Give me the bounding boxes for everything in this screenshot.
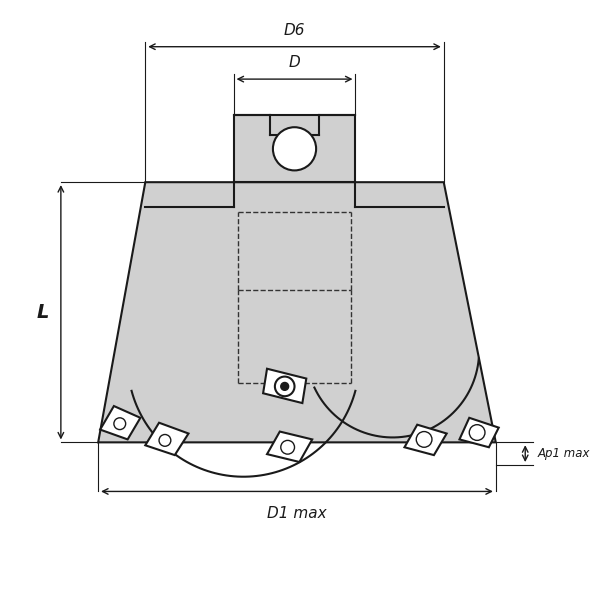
Circle shape xyxy=(281,440,295,454)
Polygon shape xyxy=(145,423,188,455)
Text: D: D xyxy=(289,55,301,70)
Polygon shape xyxy=(233,115,355,182)
Text: D6: D6 xyxy=(284,23,305,38)
Text: Ap1 max: Ap1 max xyxy=(538,447,590,460)
Polygon shape xyxy=(263,369,307,403)
Polygon shape xyxy=(267,431,312,462)
Circle shape xyxy=(159,434,171,446)
Polygon shape xyxy=(98,182,496,442)
Polygon shape xyxy=(460,418,499,447)
Text: L: L xyxy=(37,303,49,322)
Circle shape xyxy=(281,382,289,391)
Circle shape xyxy=(416,431,432,447)
Circle shape xyxy=(275,377,295,396)
Text: D1 max: D1 max xyxy=(266,506,326,521)
Circle shape xyxy=(273,127,316,170)
Polygon shape xyxy=(100,406,140,439)
Circle shape xyxy=(469,425,485,440)
Circle shape xyxy=(114,418,125,430)
Polygon shape xyxy=(404,425,446,455)
